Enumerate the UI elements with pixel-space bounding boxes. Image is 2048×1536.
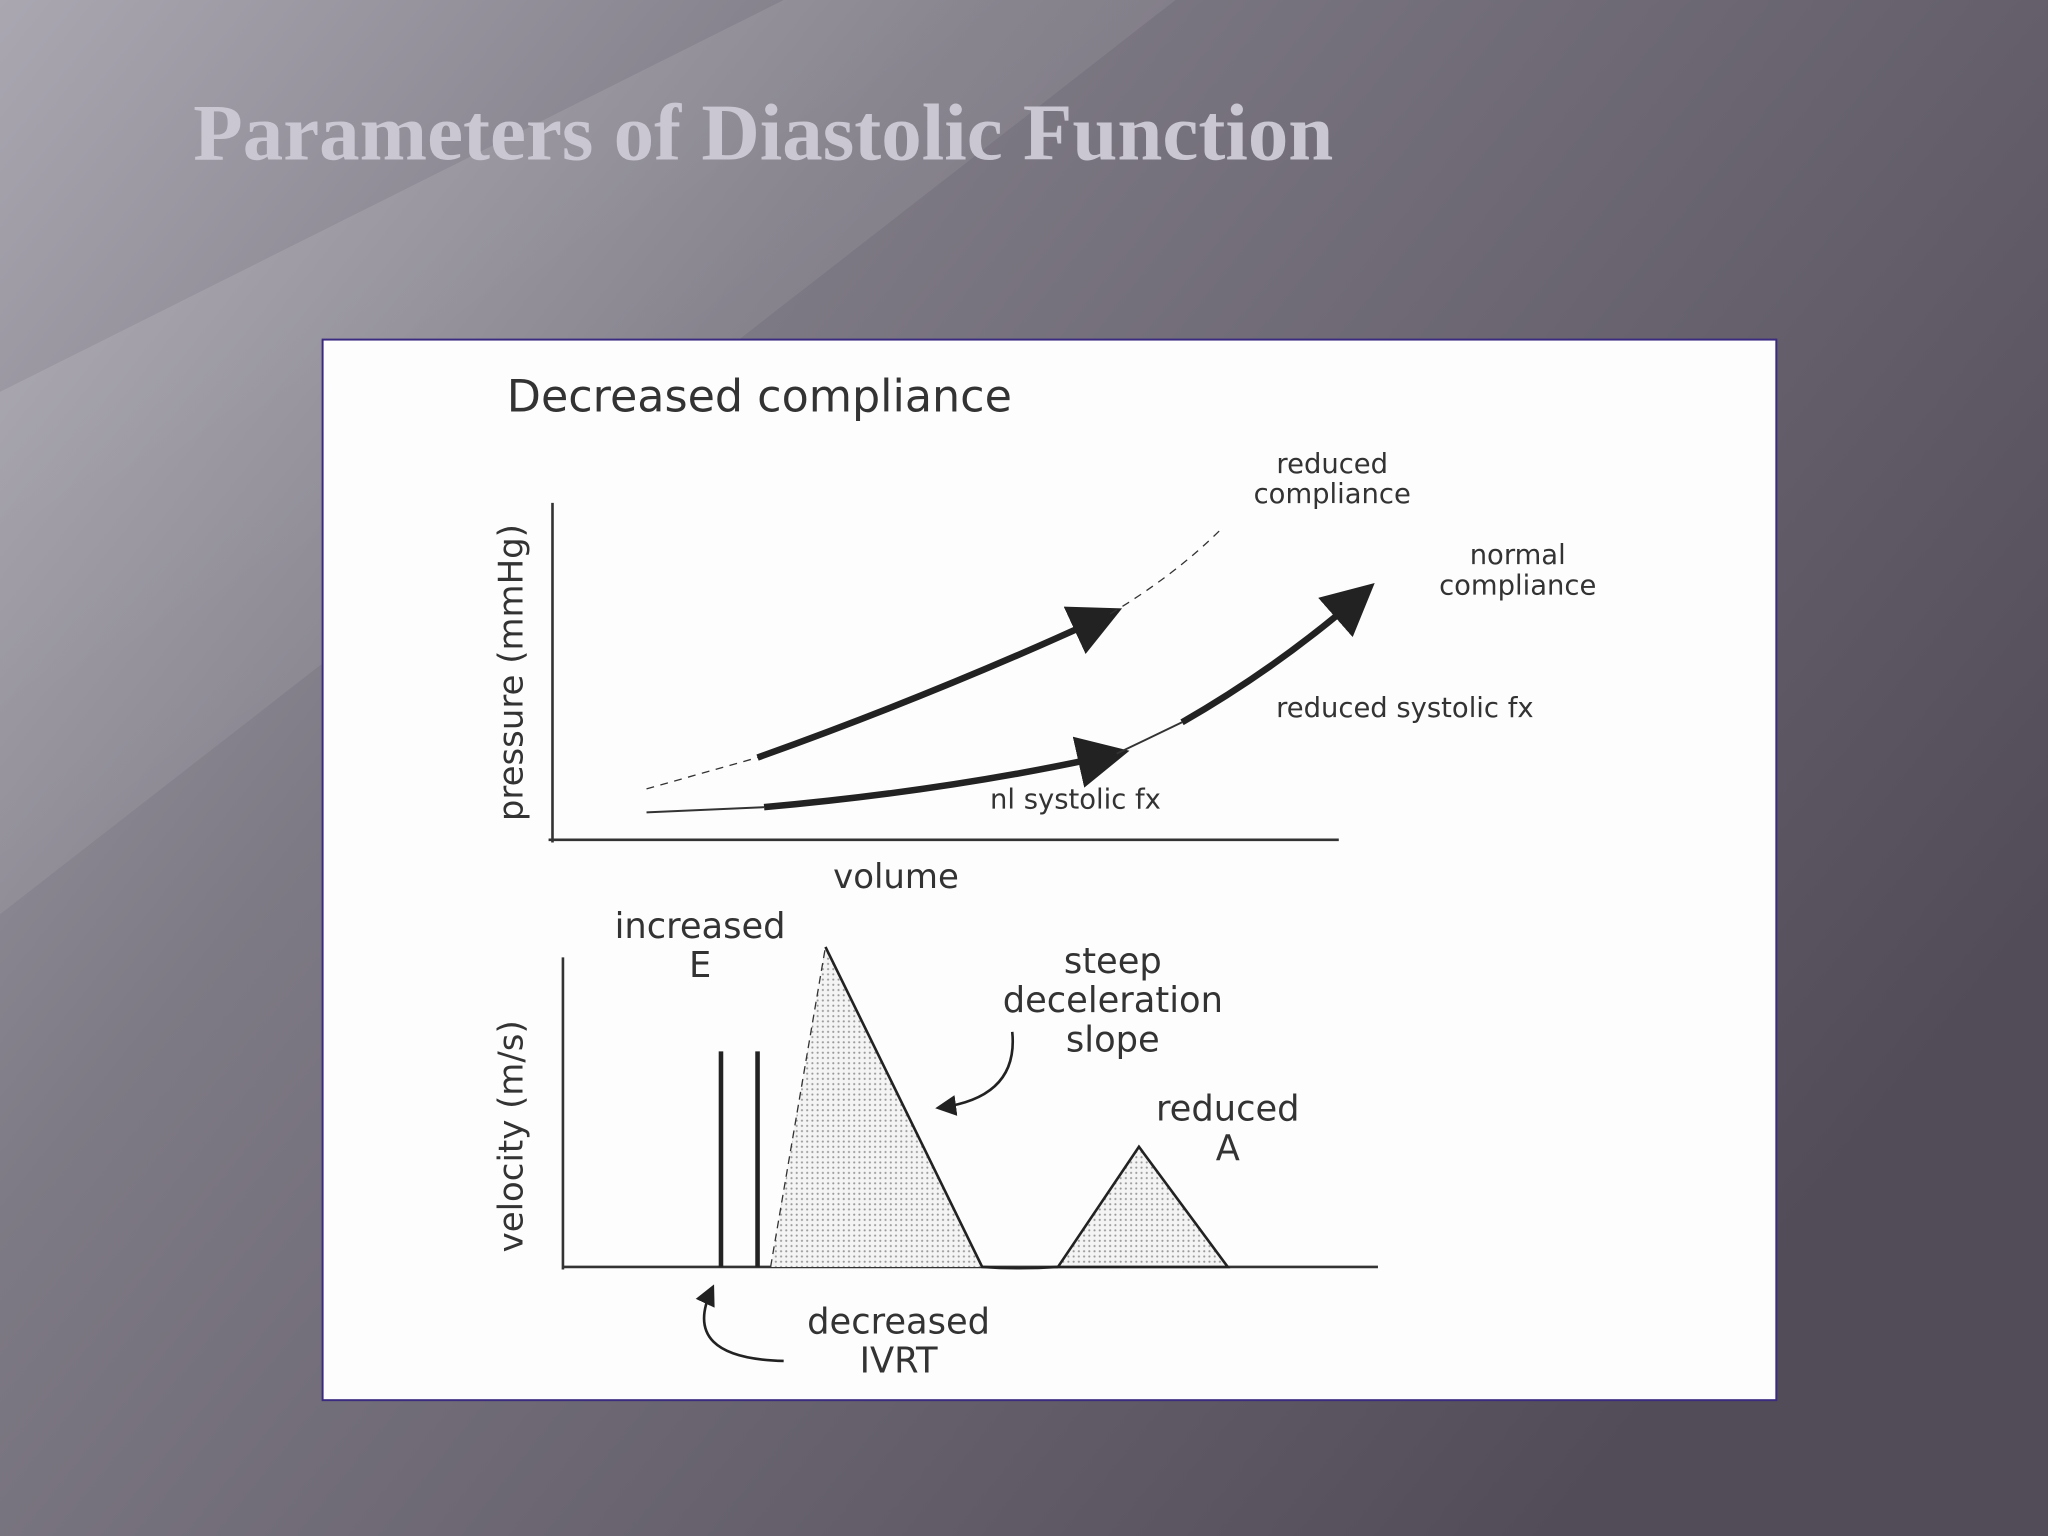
annotation: reduced systolic fx — [1276, 693, 1534, 724]
a-wave — [1055, 1144, 1231, 1269]
annotation-line: decreased — [807, 1302, 990, 1343]
annotation-line: compliance — [1254, 479, 1411, 510]
annotation-line: reduced systolic fx — [1276, 693, 1534, 724]
annotation-line: increased — [615, 906, 786, 947]
y-axis-label: velocity (m/s) — [491, 1020, 531, 1252]
annotation: increased E — [615, 906, 786, 986]
curve — [1180, 583, 1375, 726]
annotation: reduced compliance — [1254, 449, 1411, 510]
annotation-line: E — [689, 945, 711, 986]
slide-title: Parameters of Diastolic Function — [193, 87, 1333, 177]
annotation-line: reduced — [1156, 1089, 1300, 1130]
annotation-line: deceleration — [1003, 980, 1223, 1021]
curve — [756, 606, 1123, 761]
e-wave-edge — [824, 946, 1059, 1270]
annotation-line: nl systolic fx — [990, 784, 1161, 815]
annotation-line: slope — [1066, 1019, 1160, 1060]
y-axis-label: pressure (mmHg) — [491, 524, 531, 821]
curve — [646, 806, 765, 814]
figure-frame — [321, 338, 1778, 1402]
figure: Decreased compliance pressure (mmHg) vol… — [321, 338, 1778, 1402]
annotation-line: steep — [1064, 941, 1162, 982]
annotation-line: reduced — [1276, 449, 1388, 480]
figure-title: Decreased compliance — [507, 371, 1012, 422]
curve — [763, 736, 1130, 811]
annotation-line: normal — [1470, 540, 1566, 571]
curve — [1116, 721, 1183, 755]
arrow — [935, 1031, 1015, 1116]
annotation: steep deceleration slope — [1003, 941, 1223, 1060]
background-streak — [0, 0, 1176, 915]
annotation: nl systolic fx — [990, 784, 1161, 815]
x-axis-label: volume — [833, 857, 959, 897]
e-wave — [770, 946, 983, 1267]
annotation: decreased IVRT — [807, 1302, 990, 1382]
annotation-line: IVRT — [860, 1341, 938, 1382]
e-wave-edge — [769, 946, 827, 1268]
curve — [646, 756, 758, 790]
annotation: reduced A — [1156, 1089, 1300, 1169]
annotation: normal compliance — [1439, 540, 1596, 601]
arrow — [695, 1284, 784, 1363]
annotation-line: A — [1216, 1128, 1240, 1169]
curve — [1109, 528, 1222, 615]
annotation-line: compliance — [1439, 570, 1596, 601]
